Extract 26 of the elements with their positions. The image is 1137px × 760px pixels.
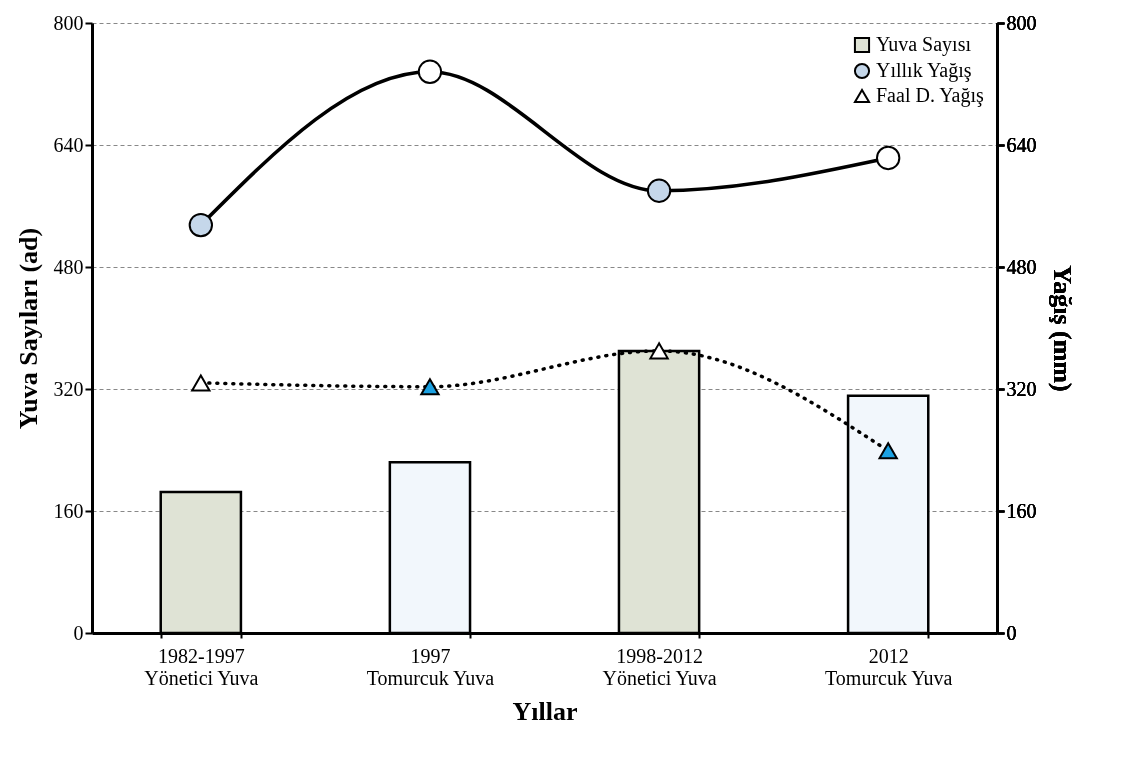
x-tick-label: 1997 Tomurcuk Yuva bbox=[366, 644, 495, 689]
point bbox=[646, 178, 672, 203]
y2-tick-label: 0 bbox=[1006, 621, 1017, 644]
point bbox=[878, 442, 898, 460]
y-tick-label: 320 bbox=[53, 377, 84, 400]
legend-label: Yuva Sayısı bbox=[876, 33, 972, 56]
y2-tick-label: 800 bbox=[1006, 11, 1037, 34]
y2-tick-label: 480 bbox=[1006, 255, 1037, 278]
x-tick-label: 1982-1997 Yönetici Yuva bbox=[144, 644, 259, 689]
y-tick-label: 0 bbox=[73, 621, 84, 644]
y2-axis-title: Yağış (mm) bbox=[1047, 265, 1077, 392]
point bbox=[420, 378, 440, 396]
x-tick-label: 2012 Tomurcuk Yuva bbox=[825, 644, 953, 689]
y2-tick-label: 320 bbox=[1006, 377, 1037, 400]
y2-tick-label: 640 bbox=[1006, 133, 1037, 156]
legend-label: Faal D. Yağış bbox=[876, 84, 985, 107]
legend-label: Yıllık Yağış bbox=[876, 59, 972, 82]
x-axis-title: Yıllar bbox=[512, 696, 578, 726]
point bbox=[188, 212, 214, 238]
y-tick-label: 160 bbox=[53, 499, 84, 522]
y-axis-title: Yuva Sayıları (ad) bbox=[13, 227, 43, 430]
y-tick-label: 640 bbox=[53, 133, 84, 156]
y-tick-label: 480 bbox=[53, 255, 84, 278]
y-tick-label: 800 bbox=[53, 11, 84, 34]
x-tick-label: 1998-2012 Yönetici Yuva bbox=[602, 644, 717, 689]
y2-tick-label: 160 bbox=[1006, 499, 1037, 522]
